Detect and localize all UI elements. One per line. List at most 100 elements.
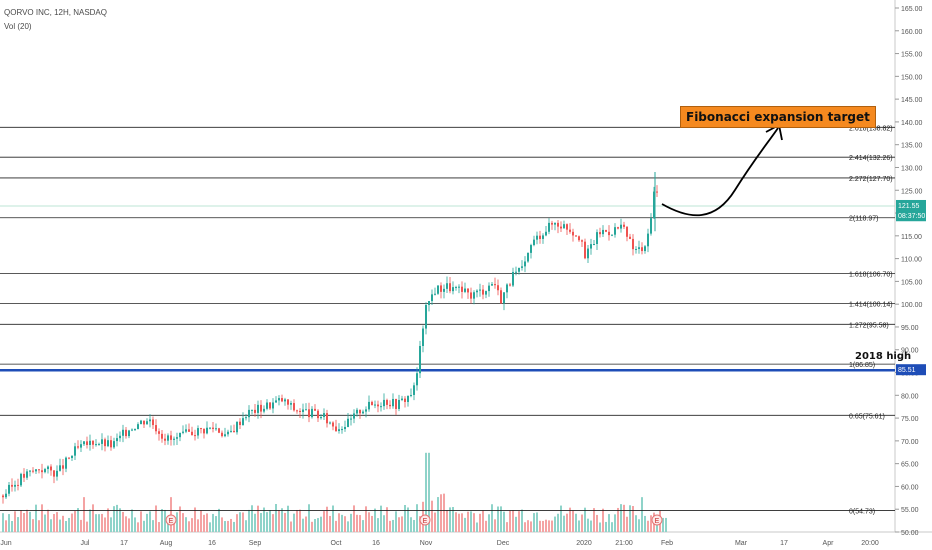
volume-bar — [140, 511, 142, 532]
volume-bar — [332, 505, 334, 532]
candle-body — [38, 469, 40, 471]
volume-bar — [380, 505, 382, 532]
volume-bar — [197, 519, 199, 532]
candle-body — [212, 427, 214, 429]
candle-body — [497, 285, 499, 291]
volume-bar — [8, 514, 10, 532]
volume-bar — [323, 511, 325, 532]
volume-bar — [293, 513, 295, 532]
candle-body — [302, 409, 304, 413]
candle-body — [248, 409, 250, 418]
volume-bar — [359, 515, 361, 532]
candle-body — [128, 430, 130, 437]
candle-body — [113, 441, 115, 448]
candle-body — [413, 385, 415, 395]
candle-body — [44, 469, 46, 473]
volume-bar — [452, 507, 454, 532]
volume-bar — [482, 510, 484, 532]
volume-bar — [629, 505, 631, 532]
candle-body — [167, 435, 169, 441]
volume-bar — [176, 512, 178, 532]
candle-body — [242, 418, 244, 426]
candle-body — [131, 429, 133, 431]
volume-bar — [131, 509, 133, 532]
volume-bar — [341, 514, 343, 532]
candle-body — [188, 429, 190, 432]
candle-body — [23, 473, 25, 478]
candle-body — [434, 293, 436, 295]
candle-body — [62, 465, 64, 469]
volume-bar — [221, 517, 223, 532]
candle-body — [95, 444, 97, 446]
volume-bar — [125, 516, 127, 532]
volume-bar — [161, 509, 163, 532]
volume-bar — [173, 520, 175, 532]
candle-body — [644, 246, 646, 252]
volume-bar — [59, 519, 61, 532]
volume-bar — [200, 510, 202, 532]
volume-bar — [122, 511, 124, 532]
volume-bar — [338, 513, 340, 532]
candle-body — [134, 429, 136, 431]
volume-bar — [317, 518, 319, 532]
volume-bar — [287, 505, 289, 532]
volume-bar — [314, 519, 316, 532]
earnings-marker-icon — [651, 514, 663, 526]
volume-bar — [551, 520, 553, 532]
price-tick-label: 155.00 — [901, 52, 923, 59]
candle-body — [161, 433, 163, 439]
volume-indicator-label: Vol (20) — [4, 22, 32, 31]
candle-body — [89, 440, 91, 445]
volume-bar — [146, 513, 148, 532]
candle-body — [8, 484, 10, 494]
volume-bar — [77, 508, 79, 532]
candle-body — [257, 404, 259, 413]
price-tick-label: 50.00 — [901, 530, 919, 537]
candle-body — [437, 285, 439, 294]
volume-bar — [569, 507, 571, 532]
candle-body — [443, 288, 445, 292]
candle-body — [254, 409, 256, 413]
candle-body — [440, 285, 442, 292]
candle-body — [56, 470, 58, 477]
volume-bar — [524, 522, 526, 532]
volume-bar — [494, 519, 496, 532]
candle-body — [224, 434, 226, 437]
price-tick-label: 160.00 — [901, 29, 923, 36]
volume-bar — [662, 517, 664, 532]
candle-body — [2, 495, 4, 498]
volume-bar — [290, 521, 292, 532]
volume-bar — [521, 509, 523, 532]
candle-body — [74, 446, 76, 456]
candle-body — [593, 244, 595, 246]
candle-body — [422, 328, 424, 346]
candle-body — [653, 191, 655, 219]
volume-bar — [632, 506, 634, 532]
volume-bar — [47, 509, 49, 532]
candle-body — [380, 406, 382, 408]
volume-bar — [404, 505, 406, 532]
volume-bar — [656, 522, 658, 532]
candle-body — [587, 248, 589, 259]
candle-body — [563, 224, 565, 229]
volume-bar — [281, 508, 283, 532]
time-tick-label: 17 — [780, 540, 788, 547]
volume-bar — [248, 509, 250, 532]
candle-body — [218, 428, 220, 433]
volume-bar — [554, 516, 556, 532]
volume-bar — [149, 511, 151, 532]
volume-bar — [578, 520, 580, 532]
volume-bar — [530, 521, 532, 532]
volume-bar — [536, 512, 538, 532]
volume-bar — [326, 506, 328, 532]
volume-bar — [20, 509, 22, 532]
volume-bar — [104, 517, 106, 532]
volume-bar — [584, 507, 586, 532]
volume-bar — [29, 511, 31, 532]
candle-body — [155, 425, 157, 432]
volume-bar — [278, 510, 280, 532]
candle-body — [335, 426, 337, 432]
earnings-marker-icon — [419, 514, 431, 526]
volume-bar — [260, 513, 262, 532]
